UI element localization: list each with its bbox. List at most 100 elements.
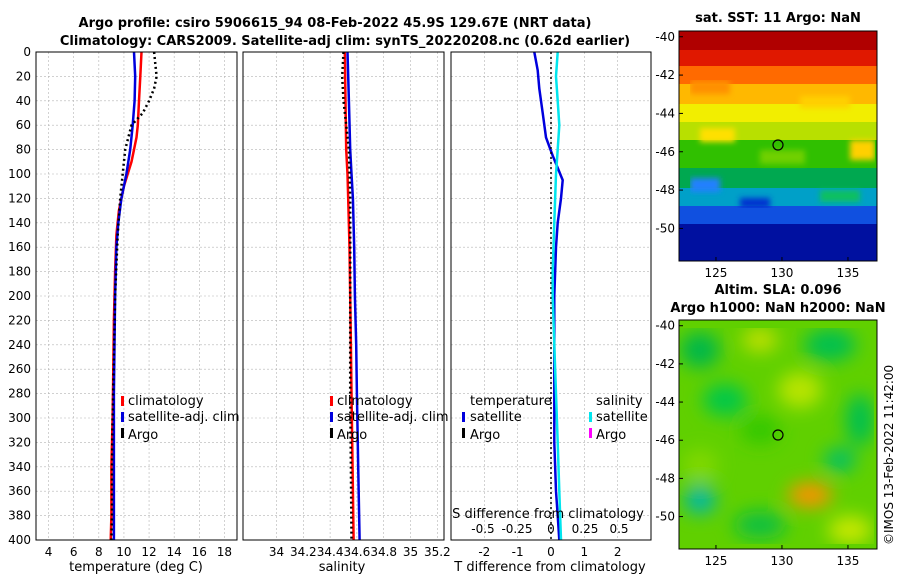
- y-tick-label: 200: [8, 289, 31, 303]
- map-y-tick-label: -46: [655, 433, 675, 447]
- x-tick-label: 18: [217, 545, 232, 559]
- y-tick-label: 180: [8, 265, 31, 279]
- legend-swatch-temp-satellite: [462, 412, 465, 422]
- sla-argo-marker: [772, 429, 784, 441]
- temperature-x-axis-label: temperature (deg C): [69, 560, 203, 575]
- map-y-tick-label: -42: [655, 357, 675, 371]
- y-tick-label: 220: [8, 313, 31, 327]
- series-line-salinity-satellite: [551, 51, 563, 541]
- difference-secondary-axis-label: S difference from climatology: [452, 507, 644, 522]
- x-tick-label: 34.6: [344, 545, 371, 559]
- legend-label-climatology: climatology: [337, 394, 413, 409]
- y-tick-label: 120: [8, 191, 31, 205]
- map-x-tick-label: 125: [705, 554, 728, 568]
- legend-swatch-satellite: [121, 412, 124, 422]
- legend-label-argo: Argo: [128, 428, 158, 443]
- sla-map-tick-labels: 125 130 135 -40 -42 -44 -46 -48 -50: [655, 319, 859, 568]
- secondary-tick-label: -0.25: [501, 522, 532, 536]
- sla-map: Altim. SLA: 0.096 Argo h1000: NaN h2000:…: [655, 283, 885, 568]
- map-y-tick-label: -50: [655, 510, 675, 524]
- difference-legend: temperature salinity satellite Argo sate…: [462, 394, 648, 443]
- map-y-tick-label: -40: [655, 319, 675, 333]
- sst-field-patches: [690, 80, 875, 208]
- x-tick-label: 34.2: [290, 545, 317, 559]
- sla-field: [680, 328, 874, 544]
- x-tick-label: 34.8: [370, 545, 397, 559]
- temperature-panel: 0 20 40 60 80 100 120 140 160 180 200 220 240 260 280 3…: [8, 45, 240, 575]
- x-tick-label: 14: [167, 545, 182, 559]
- legend-label-argo: Argo: [337, 428, 367, 443]
- temperature-x-tick-labels: 4 6 8 10 12 14 16 18: [45, 545, 232, 559]
- y-tick-label: 60: [16, 118, 31, 132]
- difference-panel: -2 -1 0 1 2 -0.5 -0.25 0 0.25 0.5 T difference f…: [450, 51, 652, 575]
- salinity-panel: 34 34.2 34.4 34.6 34.8 35 35.2 salinity climat…: [242, 51, 451, 575]
- y-tick-label: 300: [8, 411, 31, 425]
- salinity-legend: climatology satellite-adj. clim Argo: [330, 394, 449, 443]
- x-tick-label: 10: [116, 545, 131, 559]
- sla-map-title-line1: Altim. SLA: 0.096: [715, 283, 842, 298]
- legend-swatch-sal-satellite: [589, 412, 592, 422]
- y-tick-label: 320: [8, 435, 31, 449]
- sst-map-title: sat. SST: 11 Argo: NaN: [695, 11, 861, 26]
- y-tick-label: 380: [8, 509, 31, 523]
- difference-x-tick-labels: -2 -1 0 1 2: [478, 545, 621, 559]
- legend-swatch-climatology: [121, 396, 124, 406]
- y-tick-label: 400: [8, 533, 31, 547]
- y-tick-label: 280: [8, 387, 31, 401]
- map-x-tick-label: 130: [771, 554, 794, 568]
- sla-map-title-line2: Argo h1000: NaN h2000: NaN: [670, 301, 885, 316]
- map-x-tick-label: 135: [837, 554, 860, 568]
- x-tick-label: 16: [192, 545, 207, 559]
- x-tick-label: 6: [70, 545, 78, 559]
- legend-swatch-sal-argo: [589, 428, 592, 438]
- map-y-tick-label: -46: [655, 145, 675, 159]
- x-tick-label: 35: [403, 545, 418, 559]
- x-tick-label: -1: [512, 545, 524, 559]
- y-tick-label: 140: [8, 216, 31, 230]
- sst-map: sat. SST: 11 Argo: NaN: [655, 11, 878, 280]
- series-line-satellite-adj-clim: [346, 51, 361, 541]
- legend-label-satellite: satellite-adj. clim: [337, 410, 449, 425]
- legend-label-temp-satellite: satellite: [470, 410, 522, 425]
- difference-series: [533, 51, 564, 541]
- legend-swatch-argo: [330, 428, 333, 438]
- map-y-tick-label: -44: [655, 395, 675, 409]
- imos-watermark: ©IMOS 13-Feb-2022 11:42:00: [882, 365, 896, 545]
- x-tick-label: 4: [45, 545, 53, 559]
- sst-field-band-red: [679, 31, 877, 88]
- map-y-tick-label: -48: [655, 183, 675, 197]
- legend-swatch-argo: [121, 428, 124, 438]
- map-x-tick-label: 130: [771, 266, 794, 280]
- legend-header-salinity: salinity: [596, 394, 643, 409]
- legend-swatch-temp-argo: [462, 428, 465, 438]
- difference-x-axis-label: T difference from climatology: [453, 560, 646, 575]
- series-line-temperature-satellite: [533, 51, 564, 541]
- x-tick-label: 34: [269, 545, 284, 559]
- series-line-climatology: [343, 51, 355, 541]
- map-y-tick-label: -44: [655, 106, 675, 120]
- legend-label-satellite: satellite-adj. clim: [128, 410, 240, 425]
- legend-label-sal-satellite: satellite: [596, 410, 648, 425]
- map-x-tick-label: 125: [705, 266, 728, 280]
- x-tick-label: 34.4: [317, 545, 344, 559]
- salinity-grid: [243, 51, 444, 541]
- legend-swatch-climatology: [330, 396, 333, 406]
- secondary-tick-label: -0.5: [471, 522, 494, 536]
- y-tick-label: 160: [8, 240, 31, 254]
- x-tick-label: -2: [478, 545, 490, 559]
- sst-field-band-blue: [679, 188, 877, 261]
- map-x-tick-label: 135: [837, 266, 860, 280]
- sst-argo-marker: [772, 139, 784, 151]
- map-y-tick-label: -42: [655, 68, 675, 82]
- map-y-tick-label: -48: [655, 471, 675, 485]
- temperature-legend: climatology satellite-adj. clim Argo: [121, 394, 240, 443]
- x-tick-label: 0: [547, 545, 555, 559]
- y-tick-label: 260: [8, 362, 31, 376]
- figure-title-line1: Argo profile: csiro 5906615_94 08-Feb-20…: [79, 16, 592, 31]
- salinity-x-axis-label: salinity: [319, 560, 366, 575]
- legend-label-climatology: climatology: [128, 394, 204, 409]
- difference-grid: [451, 51, 651, 541]
- y-tick-label: 80: [16, 143, 31, 157]
- x-tick-label: 1: [581, 545, 589, 559]
